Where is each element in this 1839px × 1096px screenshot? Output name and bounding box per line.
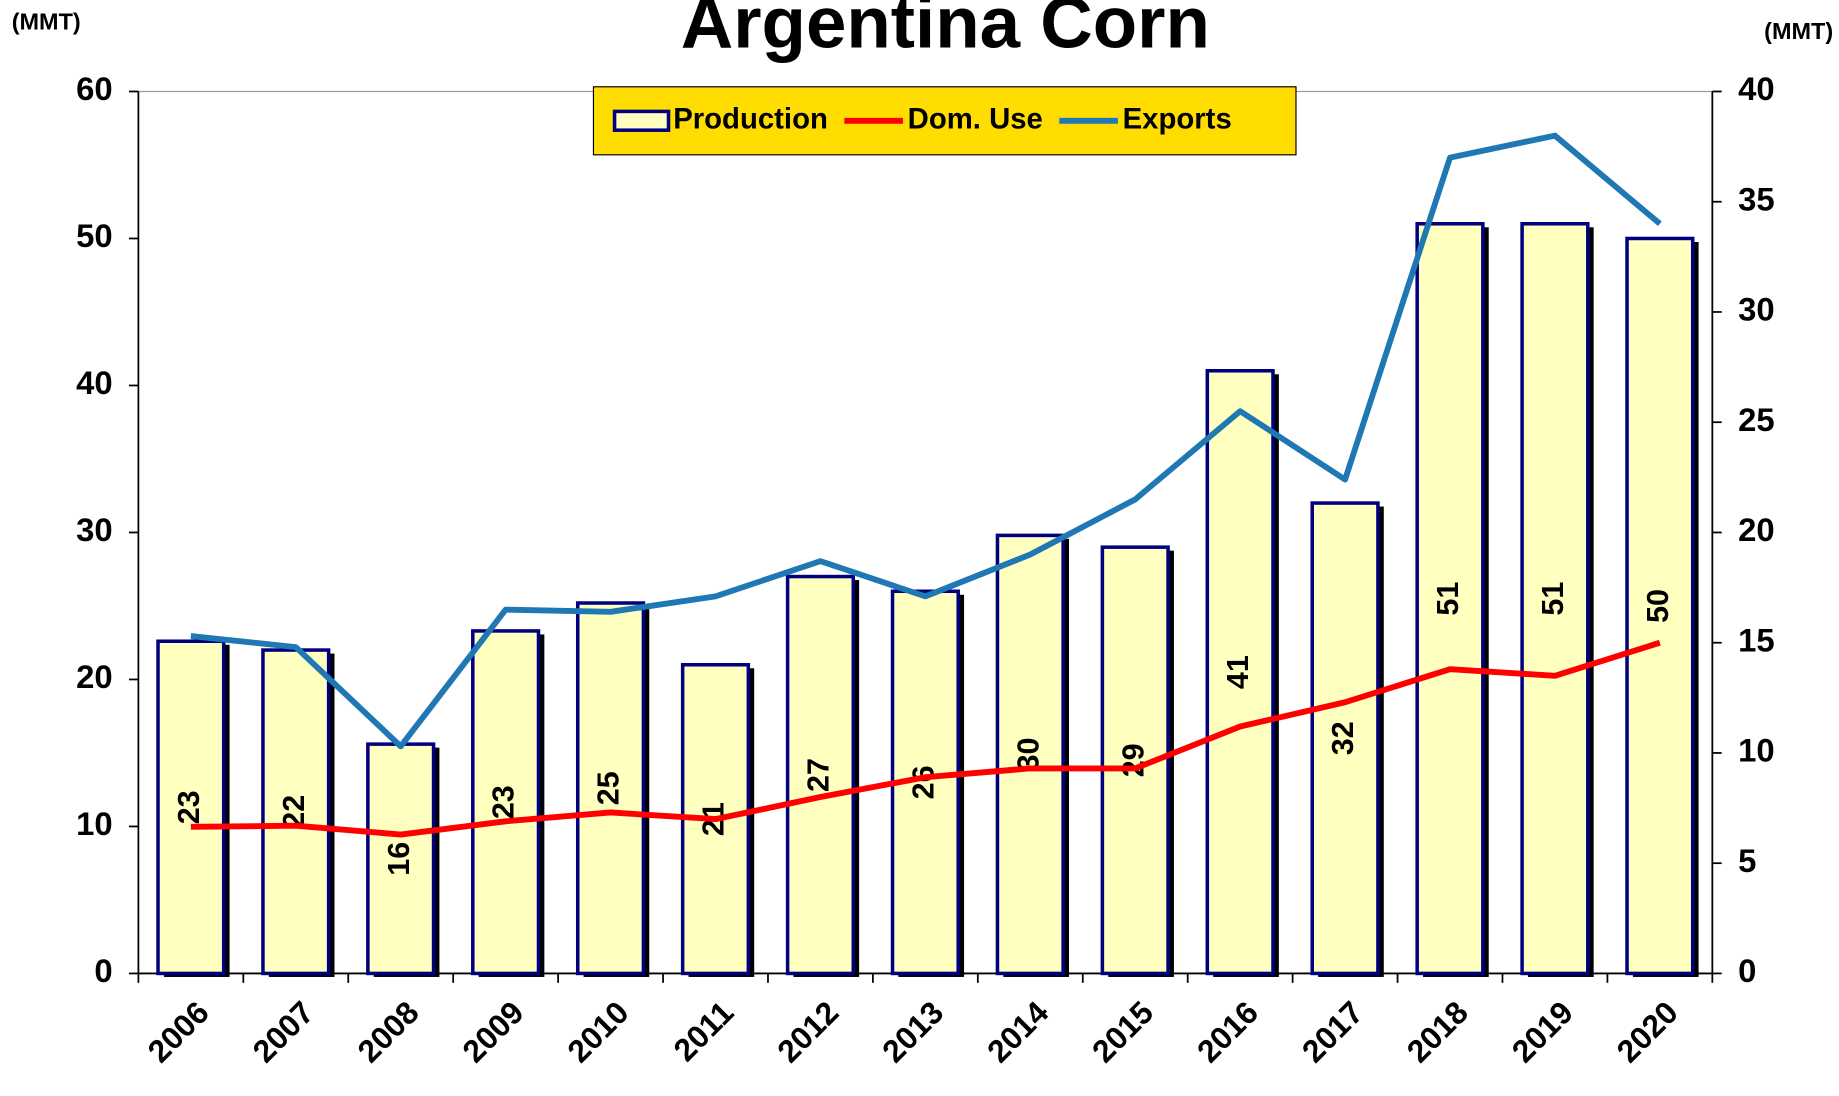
x-tick-label: 2009 (455, 994, 530, 1069)
bar (1625, 236, 1695, 976)
bar (1520, 222, 1590, 976)
legend-label: Production (673, 103, 828, 136)
x-tick-label: 2014 (980, 994, 1056, 1070)
y2-axis-label: (MMT) (1764, 18, 1833, 44)
y2-tick-label: 40 (1738, 70, 1775, 107)
y2-tick-label: 20 (1738, 511, 1775, 548)
y2-tick-label: 35 (1738, 180, 1775, 217)
data-label: 50 (1641, 589, 1675, 623)
x-tick-label: 2012 (770, 994, 845, 1069)
data-label: 27 (801, 758, 835, 792)
x-tick-label: 2008 (350, 994, 425, 1069)
bar (471, 629, 541, 976)
y2-tick-label: 30 (1738, 291, 1775, 328)
data-label: 23 (487, 785, 521, 819)
data-label: 41 (1221, 655, 1255, 689)
legend-box (592, 86, 1297, 156)
bar (785, 574, 856, 976)
x-tick-label: 2013 (875, 994, 950, 1069)
data-label: 16 (382, 842, 416, 876)
data-label: 29 (1116, 743, 1150, 777)
y-tick-label: 50 (76, 217, 113, 254)
data-label: 23 (172, 790, 206, 824)
x-tick-label: 2017 (1295, 994, 1370, 1069)
x-tick-label: 2020 (1610, 994, 1685, 1069)
line (190, 639, 1661, 838)
data-label: 51 (1536, 582, 1570, 616)
x-tick-label: 2015 (1085, 994, 1160, 1069)
bar (1205, 369, 1275, 976)
bar (1415, 222, 1485, 976)
x-tick-label: 2007 (245, 994, 320, 1069)
bar (366, 742, 436, 976)
x-tick-label: 2006 (141, 994, 216, 1069)
x-tick-label: 2019 (1505, 994, 1580, 1069)
y-tick-label: 30 (76, 511, 113, 548)
y2-tick-label: 25 (1738, 401, 1775, 438)
data-label: 32 (1326, 721, 1360, 755)
y2-tick-label: 0 (1738, 952, 1756, 989)
bar (1310, 501, 1380, 976)
legend-label: Exports (1123, 103, 1232, 136)
bar (156, 639, 226, 976)
y-axis-label: (MMT) (12, 9, 81, 35)
y-tick-label: 40 (76, 364, 113, 401)
bar (575, 601, 646, 976)
data-label: 51 (1431, 582, 1465, 616)
y-tick-label: 10 (76, 805, 113, 842)
legend-swatch (612, 109, 671, 132)
bar (995, 533, 1065, 976)
y2-tick-label: 15 (1738, 621, 1775, 658)
x-tick-label: 2011 (666, 994, 740, 1068)
y2-tick-label: 10 (1738, 732, 1775, 769)
line (190, 132, 1662, 750)
legend-label: Dom. Use (908, 103, 1043, 136)
chart-title: Argentina Corn (681, 0, 1210, 63)
y-tick-label: 20 (76, 658, 113, 695)
y2-tick-label: 5 (1738, 842, 1756, 879)
data-label: 25 (592, 771, 626, 805)
x-tick-label: 2016 (1190, 994, 1265, 1069)
y-tick-label: 60 (76, 70, 113, 107)
y-tick-label: 0 (94, 952, 112, 989)
x-tick-label: 2010 (560, 994, 635, 1069)
x-tick-label: 2018 (1400, 994, 1475, 1069)
